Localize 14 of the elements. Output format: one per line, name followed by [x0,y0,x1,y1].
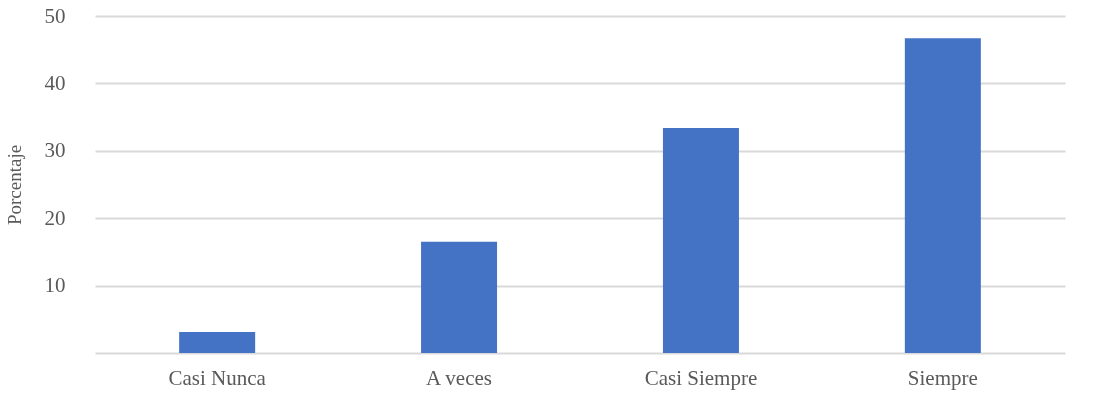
x-tick-label: A veces [426,365,493,390]
y-tick-label: 50 [44,3,66,28]
y-tick-label: 10 [44,273,66,298]
bar [179,332,256,353]
x-tick-label: Casi Nunca [168,365,267,390]
y-tick-label: 30 [44,138,66,163]
bar [662,127,739,353]
y-tick-label: 40 [44,70,66,95]
y-tick-label: 20 [44,205,66,230]
x-tick-label: Casi Siempre [644,365,758,390]
x-tick-label: Siempre [907,365,978,390]
y-axis-title: Porcentaje [3,144,25,226]
bar [421,241,498,353]
bar [904,38,981,353]
